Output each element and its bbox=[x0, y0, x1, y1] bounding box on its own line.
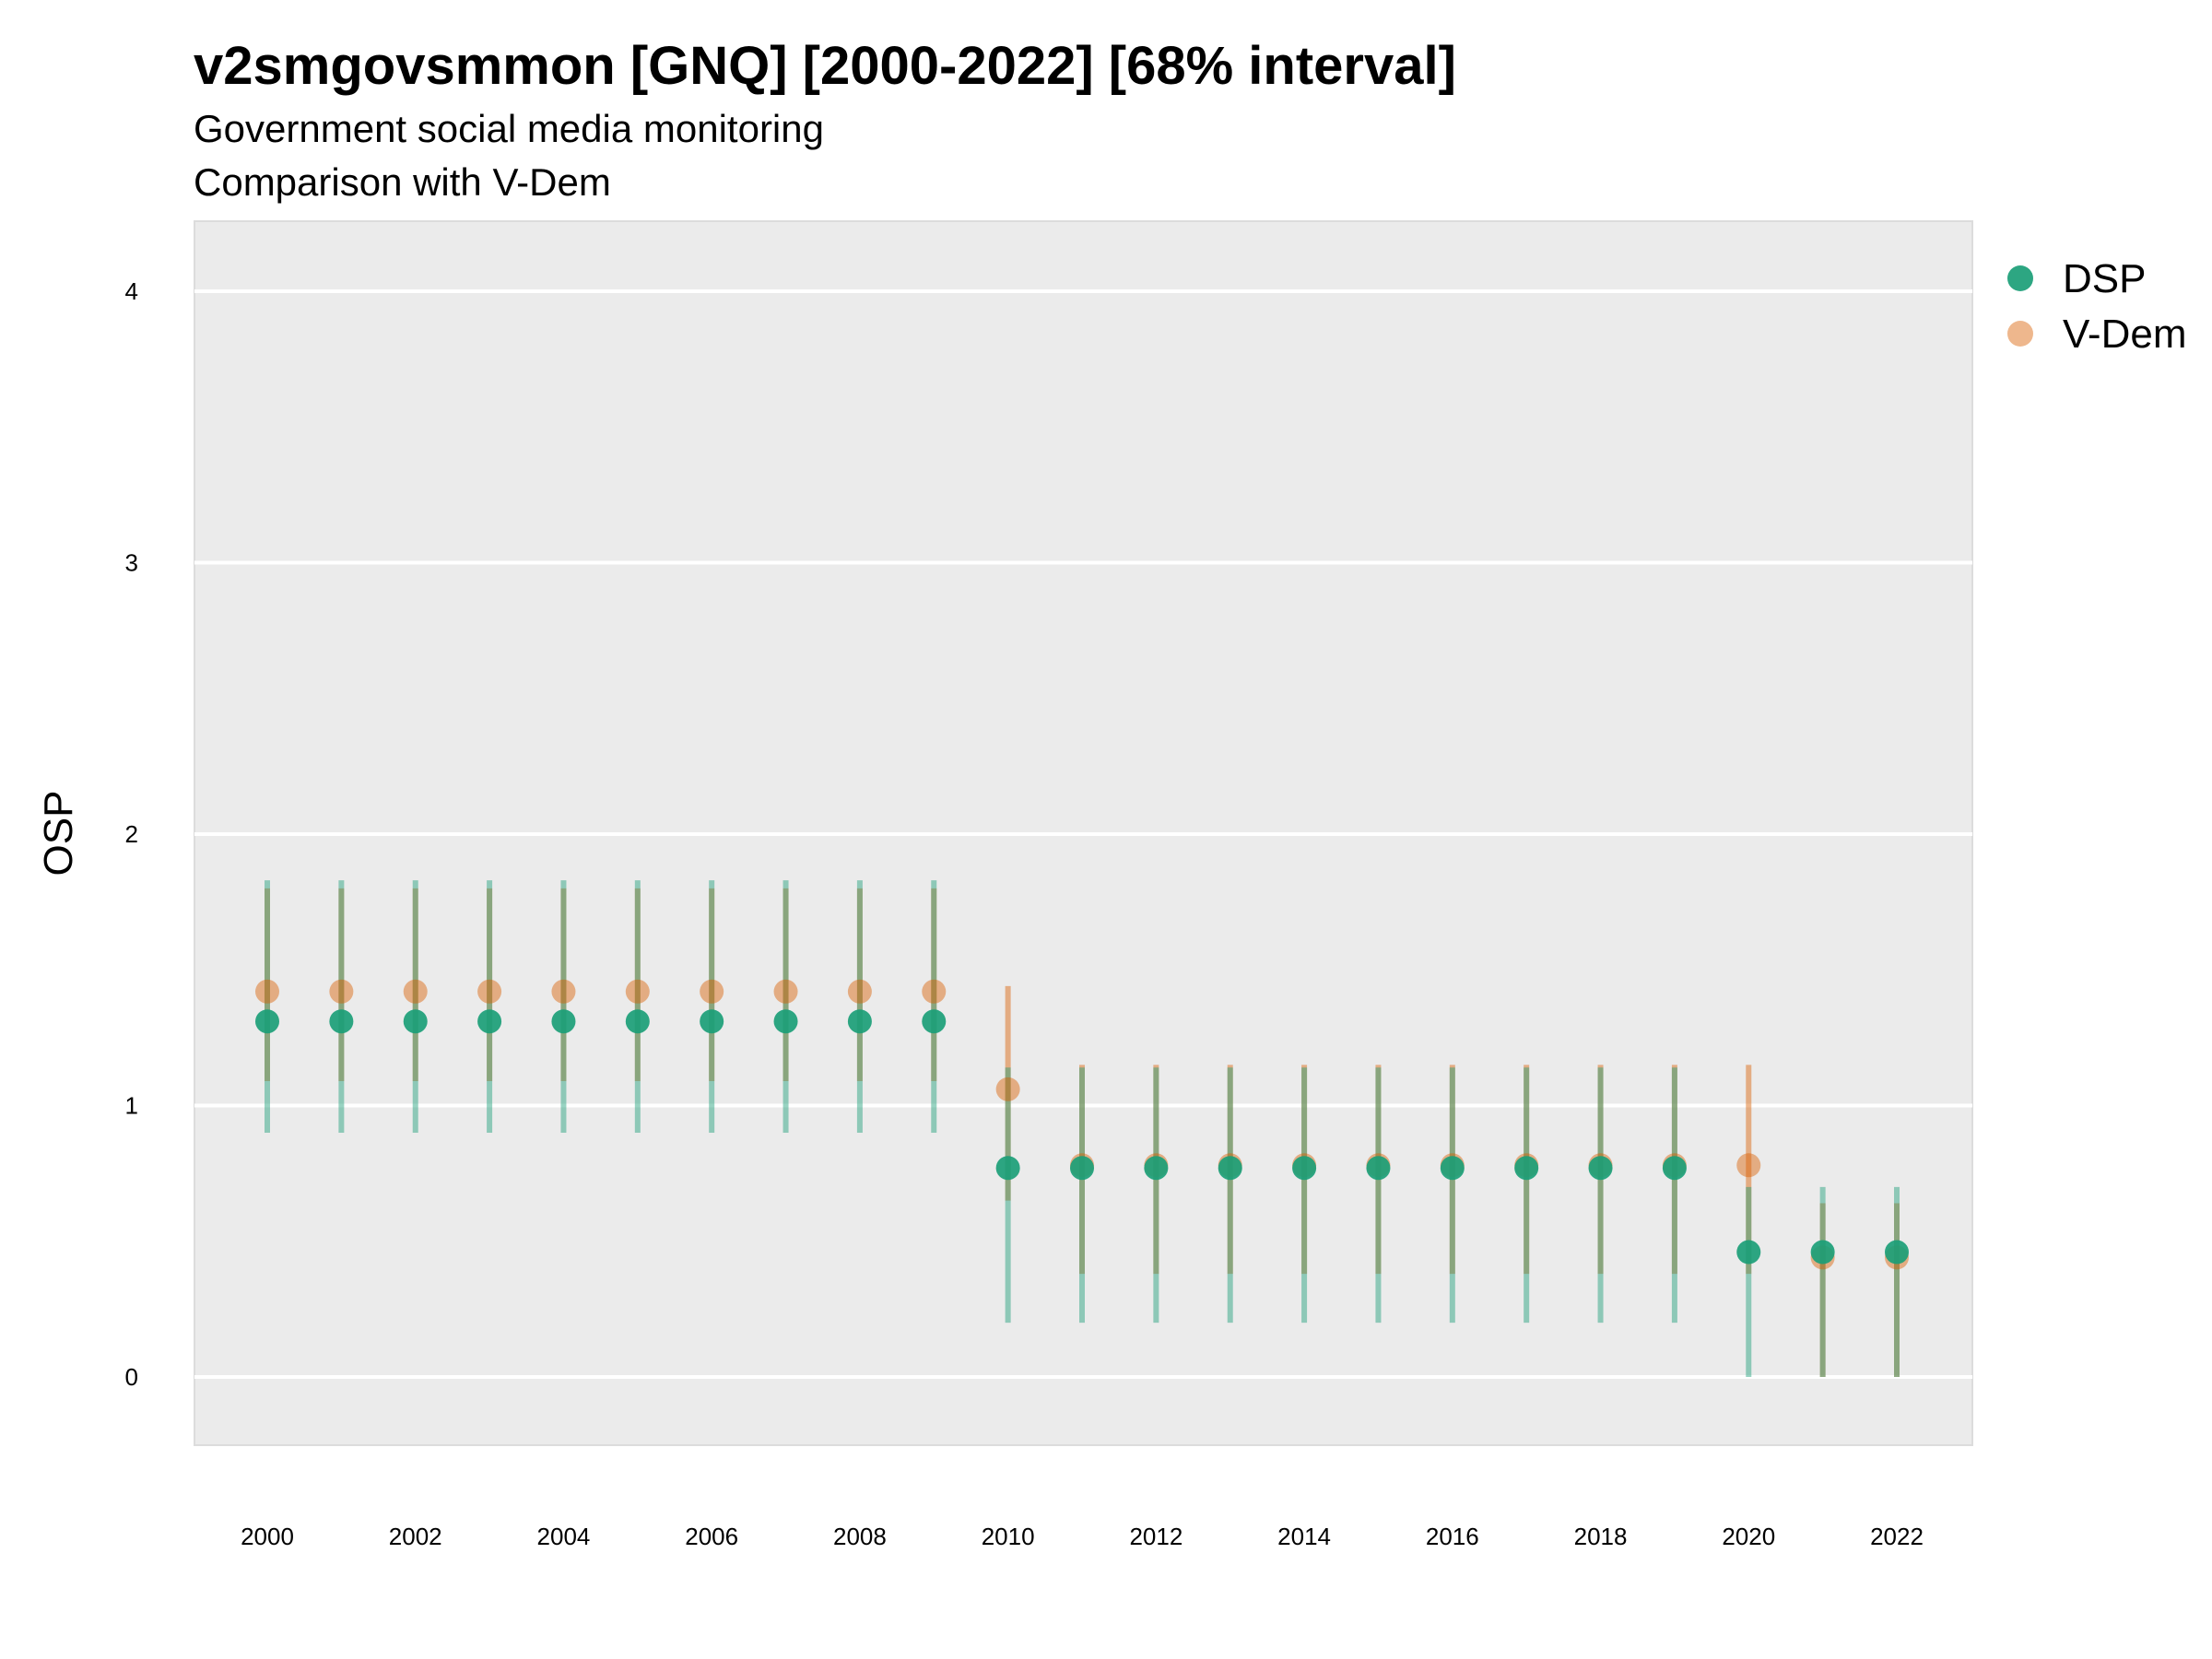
x-tick-label: 2018 bbox=[1574, 1523, 1628, 1550]
y-tick-label: 2 bbox=[125, 820, 138, 848]
point-v-dem bbox=[1736, 1153, 1761, 1178]
point-dsp bbox=[329, 1009, 354, 1034]
point-v-dem bbox=[847, 979, 872, 1004]
y-axis-label: OSP bbox=[36, 791, 81, 877]
point-v-dem bbox=[773, 979, 798, 1004]
point-dsp bbox=[1662, 1156, 1687, 1181]
point-dsp bbox=[625, 1009, 650, 1034]
point-v-dem bbox=[477, 979, 502, 1004]
x-tick-label: 2022 bbox=[1870, 1523, 1924, 1550]
legend: DSP V-Dem bbox=[2007, 256, 2186, 357]
point-dsp bbox=[1366, 1156, 1391, 1181]
point-v-dem bbox=[403, 979, 428, 1004]
point-dsp bbox=[995, 1156, 1020, 1181]
x-tick-label: 2000 bbox=[241, 1523, 294, 1550]
x-tick-label: 2016 bbox=[1426, 1523, 1479, 1550]
x-tick-label: 2002 bbox=[389, 1523, 442, 1550]
legend-key-v-dem bbox=[2007, 321, 2033, 347]
point-dsp bbox=[403, 1009, 428, 1034]
y-tick-label: 0 bbox=[125, 1363, 138, 1391]
chart-subtitle-secondary: Comparison with V-Dem bbox=[194, 160, 611, 204]
point-dsp bbox=[1440, 1156, 1465, 1181]
point-dsp bbox=[773, 1009, 798, 1034]
point-dsp bbox=[1218, 1156, 1242, 1181]
point-v-dem bbox=[551, 979, 576, 1004]
point-dsp bbox=[700, 1009, 724, 1034]
y-tick-label: 4 bbox=[125, 277, 138, 305]
legend-label-dsp: DSP bbox=[2063, 256, 2146, 301]
data-points bbox=[255, 979, 1909, 1270]
point-dsp bbox=[551, 1009, 576, 1034]
x-tick-label: 2008 bbox=[833, 1523, 887, 1550]
x-tick-label: 2006 bbox=[685, 1523, 738, 1550]
x-tick-label: 2010 bbox=[982, 1523, 1035, 1550]
point-v-dem bbox=[922, 979, 947, 1004]
point-dsp bbox=[847, 1009, 872, 1034]
point-v-dem bbox=[329, 979, 354, 1004]
point-v-dem bbox=[995, 1077, 1020, 1101]
point-dsp bbox=[1144, 1156, 1169, 1181]
y-axis-ticks: 0 1 2 3 4 bbox=[125, 277, 138, 1391]
point-v-dem bbox=[255, 979, 279, 1004]
point-dsp bbox=[1292, 1156, 1317, 1181]
point-dsp bbox=[477, 1009, 502, 1034]
y-tick-label: 3 bbox=[125, 549, 138, 577]
point-dsp bbox=[255, 1009, 279, 1034]
x-tick-label: 2012 bbox=[1129, 1523, 1182, 1550]
point-dsp bbox=[1514, 1156, 1539, 1181]
chart-subtitle: Government social media monitoring bbox=[194, 107, 824, 150]
y-tick-label: 1 bbox=[125, 1092, 138, 1120]
point-v-dem bbox=[700, 979, 724, 1004]
legend-label-v-dem: V-Dem bbox=[2063, 312, 2186, 357]
legend-key-dsp bbox=[2007, 265, 2033, 291]
point-dsp bbox=[1810, 1240, 1835, 1265]
x-tick-label: 2020 bbox=[1722, 1523, 1775, 1550]
x-axis-ticks: 2000 2002 2004 2006 2008 2010 2012 2014 2016 2018… bbox=[241, 1523, 1924, 1550]
chart-title: v2smgovsmmon [GNQ] [2000-2022] [68% inte… bbox=[194, 36, 1456, 96]
gridlines bbox=[194, 289, 1972, 1379]
point-dsp bbox=[1070, 1156, 1094, 1181]
point-v-dem bbox=[625, 979, 650, 1004]
point-dsp bbox=[922, 1009, 947, 1034]
point-dsp bbox=[1885, 1240, 1909, 1265]
x-tick-label: 2014 bbox=[1277, 1523, 1331, 1550]
point-dsp bbox=[1588, 1156, 1613, 1181]
x-tick-label: 2004 bbox=[537, 1523, 591, 1550]
point-dsp bbox=[1736, 1240, 1761, 1265]
